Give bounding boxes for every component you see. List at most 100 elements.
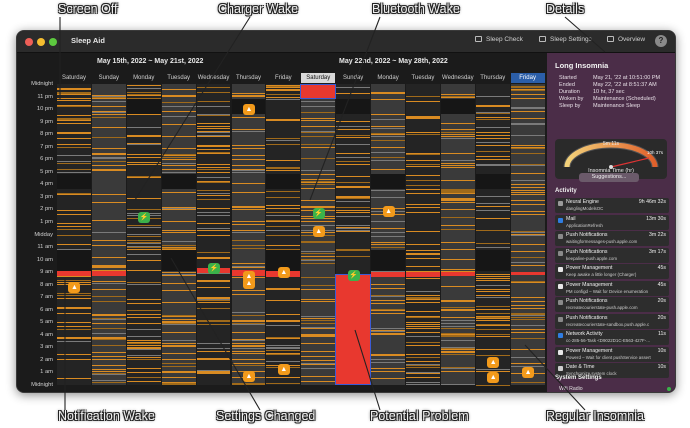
activity-item[interactable]: Power Management 45s PM configd – Wait for…: [555, 280, 669, 296]
activity-tick: [406, 360, 440, 362]
activity-item[interactable]: Push Notifications 20s recreatecourierstat…: [555, 297, 669, 312]
day-header[interactable]: Monday: [133, 75, 155, 81]
activity-item[interactable]: Power Management 10s Powerd – Wait for cli…: [555, 346, 669, 362]
day-header[interactable]: Wednesday: [442, 75, 474, 81]
charger-wake-icon[interactable]: ⚡: [138, 211, 151, 223]
activity-tick: [475, 297, 510, 299]
sleep-block: [336, 99, 371, 115]
day-column[interactable]: [335, 84, 372, 385]
day-header[interactable]: Thursday: [235, 75, 261, 81]
activity-tick: [196, 91, 231, 93]
sleep-check-button[interactable]: Sleep Check: [475, 36, 523, 43]
activity-tick: [336, 201, 371, 203]
activity-tick: [196, 182, 231, 184]
help-button[interactable]: ?: [655, 35, 667, 47]
notification-wake-icon[interactable]: ▲: [487, 372, 500, 384]
activity-tick: [126, 354, 161, 356]
activity-tick: [231, 362, 266, 364]
day-column[interactable]: [196, 84, 231, 385]
day-column[interactable]: [440, 84, 475, 385]
activity-item[interactable]: Neural Engine 9h 46m 32s danglingModelsOC: [555, 198, 669, 213]
day-column[interactable]: [91, 84, 126, 385]
day-header[interactable]: Saturday: [61, 75, 86, 81]
close-window-button[interactable]: [25, 38, 33, 46]
notification-wake-icon[interactable]: ▲: [487, 357, 500, 369]
day-header[interactable]: Tuesday: [167, 75, 191, 81]
day-column[interactable]: [475, 84, 510, 386]
activity-tick: [91, 97, 126, 99]
sleep-block: [371, 249, 405, 271]
day-header[interactable]: Sunday: [342, 75, 364, 81]
day-header[interactable]: Wednesday: [197, 75, 230, 81]
activity-tick: [57, 104, 91, 106]
notification-wake-icon[interactable]: ▲: [277, 363, 290, 375]
activity-tick: [406, 381, 440, 383]
notification-wake-icon[interactable]: ▲: [68, 282, 81, 294]
day-header[interactable]: Friday: [275, 75, 292, 81]
activity-tick: [196, 308, 231, 310]
day-column[interactable]: [406, 84, 440, 385]
activity-tick: [231, 343, 266, 345]
notification-wake-icon[interactable]: ▲: [382, 205, 395, 217]
charger-wake-icon[interactable]: ⚡: [347, 269, 360, 281]
activity-item[interactable]: Power Management 45s Keep awake a little l…: [555, 264, 669, 279]
wake-band[interactable]: [510, 272, 545, 275]
charger-wake-icon[interactable]: ⚡: [208, 263, 221, 275]
day-header[interactable]: Saturday: [301, 73, 336, 83]
zoom-window-button[interactable]: [49, 38, 57, 46]
activity-tick: [231, 209, 266, 211]
day-column[interactable]: [266, 84, 301, 385]
activity-tick: [231, 92, 266, 94]
activity-tick: [475, 246, 510, 248]
day-header[interactable]: Thursday: [480, 75, 506, 81]
day-column[interactable]: [126, 84, 161, 385]
notification-wake-icon[interactable]: ▲: [312, 225, 325, 237]
activity-tick: [57, 105, 91, 107]
day-column[interactable]: [57, 84, 91, 385]
activity-tick: [510, 328, 545, 330]
day-column[interactable]: [231, 84, 266, 385]
activity-tick: [57, 235, 91, 237]
day-header[interactable]: Friday: [510, 73, 545, 83]
activity-item[interactable]: Push Notifications 3m 17s keepalive-push.a…: [555, 247, 669, 263]
activity-tick: [91, 245, 126, 246]
charger-wake-icon[interactable]: ⚡: [312, 208, 325, 220]
notification-wake-icon[interactable]: ▲: [522, 367, 535, 379]
detail-ended: Ended May 22, '22 at 8:51:37 AM: [559, 82, 657, 88]
wake-band[interactable]: [57, 270, 91, 276]
wake-band[interactable]: [406, 272, 440, 278]
day-header[interactable]: Monday: [377, 75, 399, 81]
activity-tick: [406, 325, 440, 327]
activity-item[interactable]: Network Activity 11s cc-285-56-Task <D9022…: [555, 330, 669, 345]
day-column[interactable]: [510, 84, 545, 385]
activity-tick: [266, 119, 301, 121]
activity-tick: [510, 146, 545, 148]
day-column[interactable]: [161, 84, 196, 385]
overview-button[interactable]: Overview: [607, 36, 645, 43]
minimize-window-button[interactable]: [37, 38, 45, 46]
wake-band[interactable]: [91, 270, 126, 276]
activity-item[interactable]: Mail 13m 30s ApplicationRefresh: [555, 214, 669, 230]
wake-band[interactable]: [371, 272, 405, 278]
wake-band[interactable]: [300, 84, 337, 99]
day-header[interactable]: Sunday: [98, 75, 120, 81]
activity-item[interactable]: Push Notifications 20s recreatecourierstat…: [555, 313, 669, 329]
activity-tick: [231, 148, 266, 150]
activity-tick: [440, 309, 475, 311]
notification-wake-icon[interactable]: ▲: [242, 371, 255, 383]
sleep-block: [475, 174, 510, 190]
activity-item[interactable]: Push Notifications 3m 22s waitingformessag…: [555, 231, 669, 246]
wake-band[interactable]: [335, 273, 372, 385]
notification-wake-icon[interactable]: ▲: [242, 278, 255, 290]
activity-icon: [558, 300, 563, 305]
day-column[interactable]: [371, 84, 405, 385]
activity-tick: [406, 315, 440, 317]
suggestions-button[interactable]: Suggestions...: [579, 173, 639, 182]
notification-wake-icon[interactable]: ▲: [242, 104, 255, 116]
overview-icon: [607, 36, 614, 42]
activity-tick: [475, 116, 510, 118]
sleep-settings-button[interactable]: Sleep Settings: [539, 36, 592, 43]
wake-band[interactable]: [440, 272, 475, 276]
day-header[interactable]: Tuesday: [411, 75, 435, 81]
notification-wake-icon[interactable]: ▲: [277, 267, 290, 279]
